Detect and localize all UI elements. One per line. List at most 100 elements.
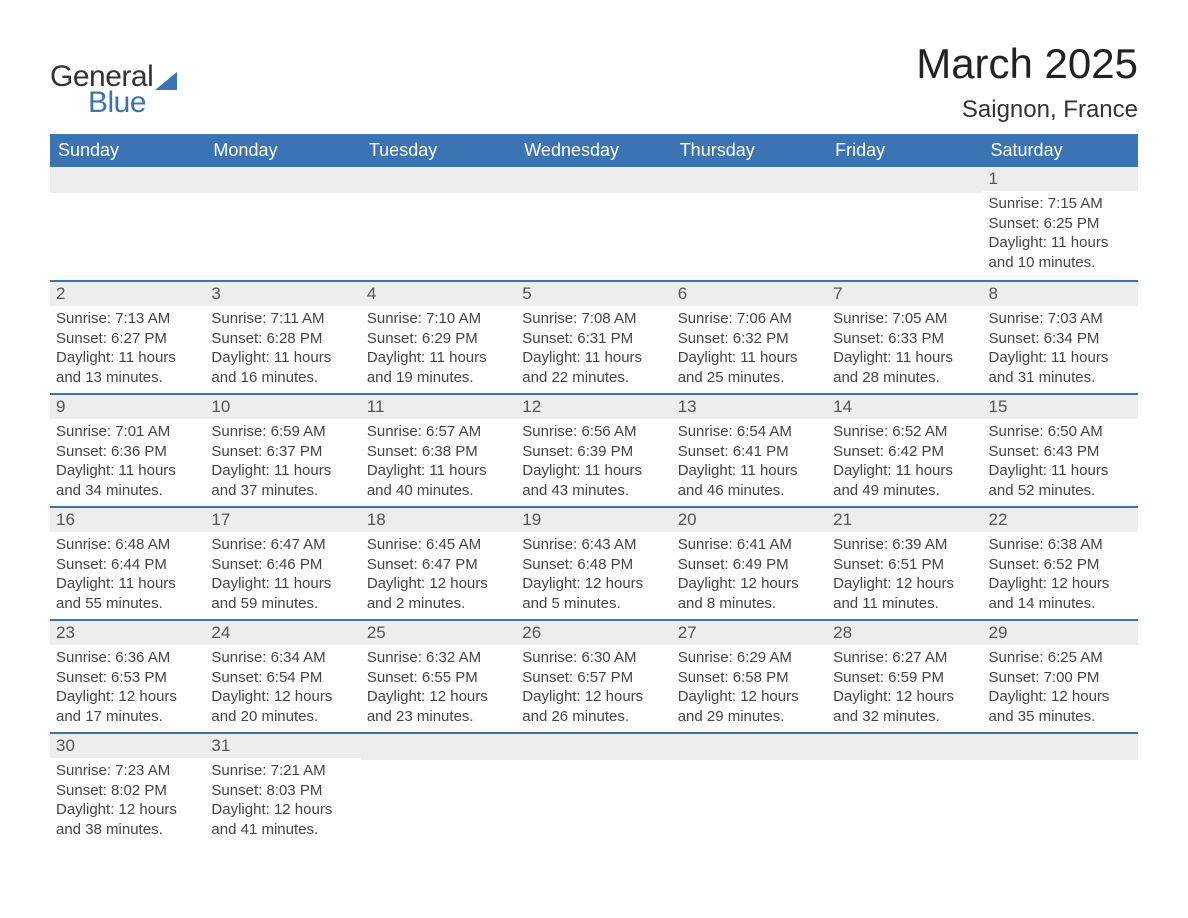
daylight-text: Daylight: 12 hours: [989, 687, 1132, 707]
sunset-text: Sunset: 6:44 PM: [56, 555, 199, 575]
daylight-text: and 55 minutes.: [56, 594, 199, 614]
sunrise-text: Sunrise: 6:43 AM: [522, 535, 665, 555]
sunrise-text: Sunrise: 7:06 AM: [678, 309, 821, 329]
day-body: [827, 193, 982, 280]
calendar-cell: 31Sunrise: 7:21 AMSunset: 8:03 PMDayligh…: [205, 733, 360, 845]
day-number: [827, 167, 982, 193]
sunrise-text: Sunrise: 7:05 AM: [833, 309, 976, 329]
day-body: Sunrise: 7:08 AMSunset: 6:31 PMDaylight:…: [516, 306, 671, 393]
day-body: Sunrise: 7:23 AMSunset: 8:02 PMDaylight:…: [50, 758, 205, 845]
daylight-text: and 37 minutes.: [211, 481, 354, 501]
daylight-text: Daylight: 12 hours: [211, 800, 354, 820]
calendar-cell: [361, 167, 516, 281]
sunset-text: Sunset: 6:48 PM: [522, 555, 665, 575]
day-body: Sunrise: 6:54 AMSunset: 6:41 PMDaylight:…: [672, 419, 827, 506]
daylight-text: Daylight: 11 hours: [367, 348, 510, 368]
daylight-text: Daylight: 11 hours: [56, 348, 199, 368]
daylight-text: Daylight: 11 hours: [56, 461, 199, 481]
day-body: [672, 760, 827, 769]
day-number: 4: [361, 282, 516, 306]
sunset-text: Sunset: 6:53 PM: [56, 668, 199, 688]
daylight-text: and 16 minutes.: [211, 368, 354, 388]
sunrise-text: Sunrise: 6:38 AM: [989, 535, 1132, 555]
daylight-text: and 22 minutes.: [522, 368, 665, 388]
sunrise-text: Sunrise: 7:10 AM: [367, 309, 510, 329]
day-number: [361, 734, 516, 760]
daylight-text: Daylight: 11 hours: [211, 574, 354, 594]
daylight-text: Daylight: 12 hours: [678, 574, 821, 594]
daylight-text: Daylight: 11 hours: [989, 461, 1132, 481]
day-body: Sunrise: 6:50 AMSunset: 6:43 PMDaylight:…: [983, 419, 1138, 506]
weekday-header-row: Sunday Monday Tuesday Wednesday Thursday…: [50, 134, 1138, 167]
location: Saignon, France: [916, 96, 1138, 124]
daylight-text: and 17 minutes.: [56, 707, 199, 727]
calendar-cell: [983, 733, 1138, 845]
day-body: Sunrise: 7:03 AMSunset: 6:34 PMDaylight:…: [983, 306, 1138, 393]
calendar-cell: 6Sunrise: 7:06 AMSunset: 6:32 PMDaylight…: [672, 281, 827, 394]
daylight-text: and 25 minutes.: [678, 368, 821, 388]
sunrise-text: Sunrise: 6:36 AM: [56, 648, 199, 668]
day-body: Sunrise: 6:27 AMSunset: 6:59 PMDaylight:…: [827, 645, 982, 732]
sunrise-text: Sunrise: 6:25 AM: [989, 648, 1132, 668]
day-body: [983, 760, 1138, 769]
calendar-table: Sunday Monday Tuesday Wednesday Thursday…: [50, 134, 1138, 845]
daylight-text: Daylight: 11 hours: [211, 348, 354, 368]
day-body: Sunrise: 7:01 AMSunset: 6:36 PMDaylight:…: [50, 419, 205, 506]
day-number: 28: [827, 621, 982, 645]
day-body: Sunrise: 6:39 AMSunset: 6:51 PMDaylight:…: [827, 532, 982, 619]
day-number: [672, 734, 827, 760]
logo: General Blue: [50, 60, 177, 120]
sunrise-text: Sunrise: 7:15 AM: [989, 194, 1132, 214]
sunset-text: Sunset: 6:51 PM: [833, 555, 976, 575]
sunrise-text: Sunrise: 6:32 AM: [367, 648, 510, 668]
calendar-cell: 9Sunrise: 7:01 AMSunset: 6:36 PMDaylight…: [50, 394, 205, 507]
day-body: [827, 760, 982, 769]
day-number: 17: [205, 508, 360, 532]
daylight-text: and 11 minutes.: [833, 594, 976, 614]
calendar-cell: [827, 733, 982, 845]
day-number: 3: [205, 282, 360, 306]
daylight-text: and 8 minutes.: [678, 594, 821, 614]
day-number: 6: [672, 282, 827, 306]
sunrise-text: Sunrise: 6:59 AM: [211, 422, 354, 442]
weekday-header: Thursday: [672, 134, 827, 167]
day-body: Sunrise: 6:25 AMSunset: 7:00 PMDaylight:…: [983, 645, 1138, 732]
day-body: Sunrise: 7:15 AMSunset: 6:25 PMDaylight:…: [983, 191, 1138, 278]
calendar-cell: [516, 733, 671, 845]
day-body: Sunrise: 7:10 AMSunset: 6:29 PMDaylight:…: [361, 306, 516, 393]
daylight-text: and 38 minutes.: [56, 820, 199, 840]
sunset-text: Sunset: 6:57 PM: [522, 668, 665, 688]
day-body: Sunrise: 7:21 AMSunset: 8:03 PMDaylight:…: [205, 758, 360, 845]
daylight-text: Daylight: 12 hours: [989, 574, 1132, 594]
daylight-text: and 32 minutes.: [833, 707, 976, 727]
daylight-text: and 23 minutes.: [367, 707, 510, 727]
day-number: [672, 167, 827, 193]
daylight-text: Daylight: 12 hours: [833, 687, 976, 707]
sunset-text: Sunset: 6:34 PM: [989, 329, 1132, 349]
day-number: 14: [827, 395, 982, 419]
sunset-text: Sunset: 6:59 PM: [833, 668, 976, 688]
day-number: 2: [50, 282, 205, 306]
calendar-cell: 12Sunrise: 6:56 AMSunset: 6:39 PMDayligh…: [516, 394, 671, 507]
weekday-header: Sunday: [50, 134, 205, 167]
day-number: 23: [50, 621, 205, 645]
day-body: Sunrise: 7:11 AMSunset: 6:28 PMDaylight:…: [205, 306, 360, 393]
sunrise-text: Sunrise: 6:41 AM: [678, 535, 821, 555]
daylight-text: Daylight: 11 hours: [367, 461, 510, 481]
daylight-text: and 5 minutes.: [522, 594, 665, 614]
sunset-text: Sunset: 6:37 PM: [211, 442, 354, 462]
daylight-text: and 31 minutes.: [989, 368, 1132, 388]
day-body: Sunrise: 6:38 AMSunset: 6:52 PMDaylight:…: [983, 532, 1138, 619]
calendar-body: 1Sunrise: 7:15 AMSunset: 6:25 PMDaylight…: [50, 167, 1138, 845]
day-number: 26: [516, 621, 671, 645]
daylight-text: Daylight: 12 hours: [522, 574, 665, 594]
calendar-cell: [516, 167, 671, 281]
day-body: [50, 193, 205, 280]
daylight-text: Daylight: 12 hours: [678, 687, 821, 707]
day-number: [516, 167, 671, 193]
daylight-text: and 46 minutes.: [678, 481, 821, 501]
day-number: 18: [361, 508, 516, 532]
sunrise-text: Sunrise: 7:03 AM: [989, 309, 1132, 329]
sunrise-text: Sunrise: 6:27 AM: [833, 648, 976, 668]
day-body: Sunrise: 6:56 AMSunset: 6:39 PMDaylight:…: [516, 419, 671, 506]
